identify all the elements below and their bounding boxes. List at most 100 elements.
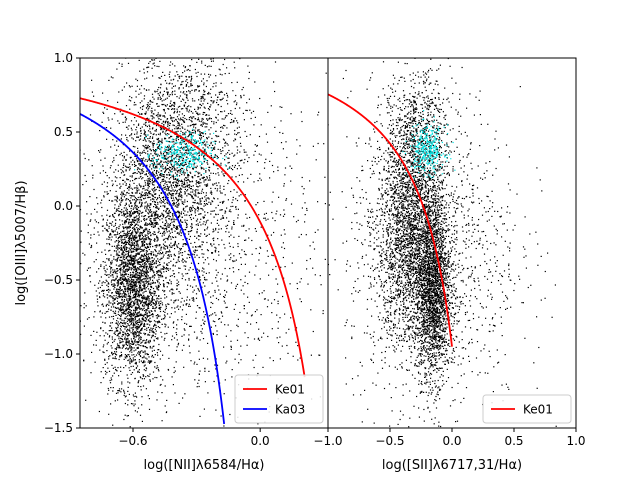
left-galaxies-point xyxy=(197,181,199,184)
left-galaxies-point xyxy=(168,236,170,238)
left-galaxies-point xyxy=(173,176,175,178)
left-galaxies-point xyxy=(112,303,114,305)
left-galaxies-point xyxy=(195,195,197,197)
left-galaxies-point xyxy=(100,159,102,161)
left-galaxies-point xyxy=(190,185,193,188)
left-galaxies-point xyxy=(162,256,164,258)
left-galaxies-point xyxy=(161,253,163,255)
left-galaxies-point xyxy=(129,225,131,227)
left-galaxies-point xyxy=(134,202,136,204)
left-galaxies-point xyxy=(136,218,138,220)
left-galaxies-point xyxy=(134,400,136,402)
left-galaxies-point xyxy=(153,274,156,276)
left-galaxies-point xyxy=(188,163,190,165)
left-galaxies-point xyxy=(157,367,159,369)
left-galaxies-point xyxy=(111,327,113,329)
left-galaxies-point xyxy=(130,262,132,265)
left-galaxies-point xyxy=(130,234,132,236)
left-galaxies-point xyxy=(183,184,185,186)
left-galaxies-point xyxy=(172,265,174,267)
left-galaxies-point xyxy=(137,303,139,305)
left-galaxies-point xyxy=(123,300,125,302)
left-galaxies-point xyxy=(208,109,210,111)
left-galaxies-point xyxy=(132,285,134,287)
left-galaxies-point xyxy=(145,302,147,304)
left-galaxies-point xyxy=(149,128,151,130)
left-galaxies-point xyxy=(119,210,121,213)
left-galaxies-point xyxy=(167,162,169,164)
left-galaxies-point xyxy=(136,126,138,128)
left-galaxies-point xyxy=(134,410,136,412)
left-galaxies-point xyxy=(196,254,198,256)
left-galaxies-point xyxy=(145,276,148,278)
left-galaxies-point xyxy=(144,160,146,162)
left-galaxies-point xyxy=(121,235,123,238)
left-galaxies-point xyxy=(205,143,207,145)
left-galaxies-point xyxy=(172,195,174,197)
left-galaxies-point xyxy=(183,229,185,231)
left-galaxies-point xyxy=(214,289,216,292)
left-galaxies-point xyxy=(154,153,156,155)
left-galaxies-point xyxy=(174,75,176,77)
left-galaxies-point xyxy=(135,250,137,252)
left-galaxies-point xyxy=(128,304,130,306)
left-galaxies-point xyxy=(137,243,139,245)
left-galaxies-point xyxy=(192,112,194,114)
left-galaxies-point xyxy=(140,135,142,137)
left-galaxies-point xyxy=(184,117,186,120)
left-galaxies-point xyxy=(149,345,151,348)
left-galaxies-point xyxy=(140,85,143,87)
left-galaxies-point xyxy=(198,256,200,259)
left-galaxies-point xyxy=(194,131,196,133)
left-galaxies-point xyxy=(178,204,180,206)
left-galaxies-point xyxy=(164,180,166,182)
left-galaxies-point xyxy=(181,180,183,182)
left-galaxies-point xyxy=(146,234,148,236)
left-galaxies-point xyxy=(118,344,120,347)
left-galaxies-point xyxy=(186,195,188,197)
left-galaxies-point xyxy=(93,316,95,318)
left-galaxies-point xyxy=(144,131,146,133)
left-galaxies-point xyxy=(135,200,137,202)
left-galaxies-point xyxy=(136,274,138,276)
left-galaxies-point xyxy=(151,107,153,109)
left-galaxies-point xyxy=(220,90,222,93)
left-galaxies-point xyxy=(183,152,185,154)
left-galaxies-point xyxy=(209,179,211,181)
left-galaxies-point xyxy=(178,77,181,79)
left-galaxies-point xyxy=(134,192,137,194)
left-galaxies-point xyxy=(174,178,176,180)
left-galaxies-point xyxy=(138,269,140,271)
left-galaxies-point xyxy=(202,274,204,276)
left-galaxies-point xyxy=(190,124,192,126)
left-galaxies-point xyxy=(153,174,155,176)
left-galaxies-point xyxy=(120,325,122,327)
left-galaxies-point xyxy=(133,187,136,189)
left-galaxies-point xyxy=(122,183,124,185)
left-galaxies-point xyxy=(157,93,159,95)
left-galaxies-point xyxy=(131,341,133,343)
left-galaxies-point xyxy=(115,322,117,324)
left-galaxies-point xyxy=(112,161,114,163)
left-galaxies-point xyxy=(178,123,180,125)
left-galaxies-point xyxy=(134,356,136,358)
left-galaxies-point xyxy=(127,285,129,287)
left-galaxies-point xyxy=(139,266,141,268)
left-galaxies-point xyxy=(146,205,148,207)
left-galaxies-point xyxy=(130,373,132,375)
left-galaxies-point xyxy=(138,306,140,308)
left-galaxies-point xyxy=(176,185,178,187)
left-galaxies-point xyxy=(156,147,159,149)
left-galaxies-point xyxy=(199,103,201,105)
left-galaxies-point xyxy=(132,271,134,274)
left-galaxies-point xyxy=(141,227,143,229)
left-galaxies-point xyxy=(125,280,127,282)
left-galaxies-point xyxy=(182,127,184,129)
left-galaxies-point xyxy=(115,369,117,371)
left-galaxies-point xyxy=(174,311,176,313)
left-galaxies-point xyxy=(121,306,123,308)
left-galaxies-point xyxy=(163,180,165,182)
left-galaxies-point xyxy=(168,204,170,206)
left-galaxies-point xyxy=(134,327,136,329)
left-galaxies-point xyxy=(116,275,118,277)
